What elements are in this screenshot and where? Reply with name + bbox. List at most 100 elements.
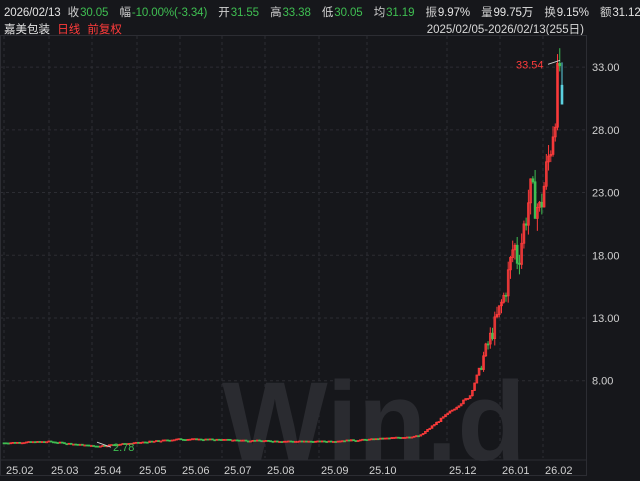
candle-body [58,441,62,444]
candle-body [235,439,239,442]
candle-body [96,445,100,448]
candle-body [123,443,127,445]
close-label: 收 [67,7,80,19]
candle-body [114,444,118,447]
candles [2,48,564,448]
candle-body [424,431,427,434]
low-label: 低 [321,7,334,19]
x-tick-label: 25.09 [321,465,349,477]
candle-body [119,443,122,446]
candle-body [298,440,302,443]
candle-body [506,269,510,297]
candle-body [273,440,277,443]
candle-body [323,440,326,443]
candle-body [343,440,346,443]
candle-body [20,442,24,445]
stock-name: 嘉美包装 [4,24,50,36]
adjust-selector[interactable]: 前复权 [87,24,122,36]
candle-body [302,440,306,443]
candle-body [450,409,454,412]
candle-body [16,441,19,444]
candle-body [486,343,490,346]
candle-body [264,440,268,442]
candle-body [309,440,313,443]
candle-body [347,439,351,442]
candle-body [29,441,33,443]
candle-body [260,440,264,443]
candle-body [45,441,48,444]
candle-body [99,445,102,448]
close-value: 30.05 [80,7,109,19]
candle-body [334,441,337,443]
candle-body [128,443,131,445]
candle-body [394,436,398,439]
period-selector[interactable]: 日线 [57,24,81,36]
candle-body [365,439,369,441]
candle-body [52,441,55,444]
candle-body [522,223,526,244]
candle-body [282,440,286,443]
candle-body [401,437,405,439]
candle-body [480,367,483,370]
candle-body [399,437,402,439]
candle-body [558,62,562,67]
candle-body [415,435,418,438]
candle-body [462,399,465,405]
candle-body [437,421,441,424]
candle-body [403,437,407,439]
candle-body [92,445,95,447]
candle-body [325,441,328,443]
candle-body [101,445,104,447]
candle-body [90,445,93,447]
candle-body [352,439,355,442]
candle-body [376,438,380,441]
candle-body [143,441,147,444]
candle-body [406,436,409,439]
candle-body [350,439,353,442]
candle-body [471,389,474,397]
candle-body [94,445,98,448]
candle-body [159,440,163,443]
candle-body [244,439,248,442]
quote-info-bar: 2026/02/13 收30.05 幅-10.00%(-3.34) 开31.55… [4,4,640,20]
candle-body [285,440,288,443]
candle-body [432,424,436,427]
candle-body [173,439,176,442]
candle-body [511,249,514,258]
candle-body [217,438,221,441]
candle-body [332,441,335,443]
candle-body [484,343,488,357]
candle-body [327,440,331,443]
avg-value: 31.19 [386,7,415,19]
candle-body [473,382,476,391]
candle-body [359,439,362,442]
candle-body [412,435,416,438]
candle-body [121,443,125,445]
candle-body [36,441,39,443]
candle-body [488,332,492,345]
candle-body [224,438,228,441]
candle-body [495,314,499,318]
candle-body [329,440,333,443]
avg-label: 均 [373,7,386,19]
candle-body [417,435,420,438]
candle-body [383,437,387,440]
candle-body [311,441,315,443]
candle-body [551,136,555,155]
date-range-label: 2025/02/05-2026/02/13(255日) [426,24,584,36]
candle-body [453,408,456,411]
annotations: 33.54 2.78 [96,59,561,454]
candle-body [531,178,535,183]
change-value: -10.00%(-3.34) [131,7,208,19]
candle-body [148,440,151,443]
candle-body [524,223,528,226]
candle-body [397,436,400,439]
x-tick-label: 25.05 [139,465,167,477]
candle-body [448,410,452,414]
candle-body [34,441,37,444]
amount-label: 额 [599,7,612,19]
open-label: 开 [218,7,230,19]
candle-body [287,440,290,443]
candle-body [446,412,450,416]
